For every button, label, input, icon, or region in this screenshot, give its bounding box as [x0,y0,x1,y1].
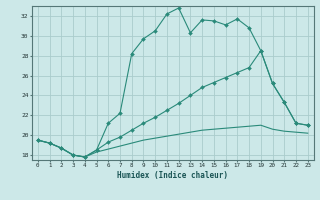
X-axis label: Humidex (Indice chaleur): Humidex (Indice chaleur) [117,171,228,180]
